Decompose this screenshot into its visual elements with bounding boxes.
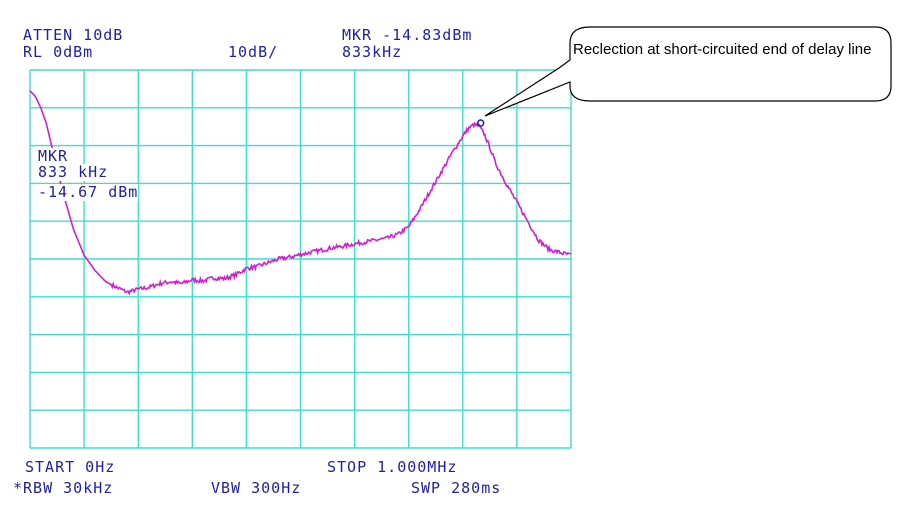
scale-label: 10dB/ — [228, 43, 279, 61]
ref-level-label: RL 0dBm — [23, 43, 94, 61]
stop-freq-label: STOP 1.000MHz — [327, 458, 458, 476]
annotation-callout — [484, 26, 892, 117]
vbw-label: VBW 300Hz — [211, 479, 302, 497]
marker-box-title: MKR — [38, 147, 69, 165]
sweep-label: SWP 280ms — [411, 479, 502, 497]
atten-label: ATTEN 10dB — [23, 26, 124, 44]
marker-level-label: MKR -14.83dBm — [342, 26, 473, 44]
start-freq-label: START 0Hz — [25, 458, 116, 476]
marker-box-freq: 833 kHz — [38, 163, 109, 181]
marker-point — [476, 119, 485, 127]
spectrum-trace — [29, 90, 572, 296]
rbw-label: *RBW 30kHz — [13, 479, 114, 497]
annotation-text: Reclection at short-circuited end of del… — [573, 41, 872, 58]
marker-freq-label: 833kHz — [342, 43, 403, 61]
grid-lines — [29, 69, 572, 449]
marker-box-level: -14.67 dBm — [38, 183, 139, 201]
